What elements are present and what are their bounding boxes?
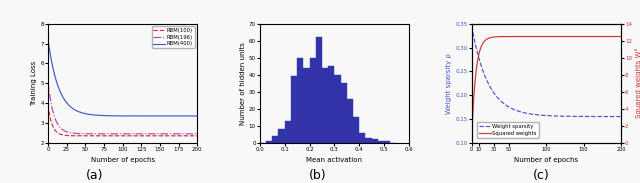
Bar [316,37,322,143]
Y-axis label: Number of hidden units: Number of hidden units [240,42,246,125]
Bar [359,132,365,143]
Bar [303,68,310,143]
RBM(100) [161,135,168,137]
Bar [328,66,334,143]
RBM(196) [163,133,171,135]
Bar [310,58,316,143]
RBM(100) [163,135,171,137]
Weight sparsity [528,113,536,115]
Bar [272,136,278,143]
RBM(400) [147,115,154,117]
Line: Weight sparsity: Weight sparsity [472,26,621,117]
RBM(196) [147,133,154,135]
Text: (c): (c) [532,169,549,182]
Line: RBM(400): RBM(400) [48,40,197,116]
Squared weights [534,36,541,38]
RBM(100) [104,135,112,137]
RBM(196) [161,133,168,135]
X-axis label: Number of epochs: Number of epochs [90,157,155,163]
Weight sparsity [587,115,595,118]
Bar [322,68,328,143]
Y-axis label: Training Loss: Training Loss [31,61,38,106]
RBM(400) [104,115,112,117]
Squared weights [584,36,592,38]
RBM(196) [44,80,52,83]
Y-axis label: Weight sparsity ρ: Weight sparsity ρ [447,53,452,114]
Legend: Weight sparsity, Squared weights: Weight sparsity, Squared weights [477,122,538,138]
RBM(400) [110,115,118,117]
Weight sparsity [468,25,476,27]
RBM(196) [193,133,201,135]
RBM(100) [110,135,118,137]
Text: (b): (b) [309,169,327,182]
Bar [353,117,359,143]
Bar [278,129,285,143]
Bar [384,141,390,143]
Weight sparsity [534,114,541,116]
Bar [372,139,378,143]
Bar [340,83,347,143]
Line: RBM(100): RBM(100) [48,105,197,136]
RBM(100) [44,104,52,106]
Legend: RBM(100), RBM(196), RBM(400): RBM(100), RBM(196), RBM(400) [152,26,195,48]
Squared weights [468,137,476,139]
Squared weights [587,36,595,38]
RBM(100) [191,135,198,137]
Text: (a): (a) [86,169,104,182]
RBM(196) [104,133,112,135]
Bar [291,76,297,143]
Squared weights [617,36,625,38]
RBM(100) [147,135,154,137]
RBM(196) [110,133,118,135]
Squared weights [570,36,578,38]
RBM(196) [60,129,67,131]
RBM(400) [193,115,201,117]
RBM(100) [193,135,201,137]
RBM(400) [60,97,67,99]
Bar [365,138,372,143]
RBM(100) [60,134,67,136]
RBM(400) [163,115,171,117]
Bar [378,141,384,143]
Bar [266,141,272,143]
Bar [347,99,353,143]
Weight sparsity [617,115,625,118]
Bar [285,121,291,143]
Squared weights [483,38,491,40]
X-axis label: Mean activation: Mean activation [307,157,362,163]
Weight sparsity [483,79,491,82]
Bar [297,58,303,143]
Line: RBM(196): RBM(196) [48,81,197,134]
X-axis label: Number of epochs: Number of epochs [514,157,579,163]
RBM(400) [161,115,168,117]
Weight sparsity [584,115,592,118]
Squared weights [528,36,536,38]
Line: Squared weights: Squared weights [472,37,621,138]
Weight sparsity [570,115,578,117]
Bar [334,75,340,143]
Y-axis label: Squared weights W²: Squared weights W² [635,48,640,118]
Squared weights [615,36,623,38]
RBM(400) [44,39,52,41]
